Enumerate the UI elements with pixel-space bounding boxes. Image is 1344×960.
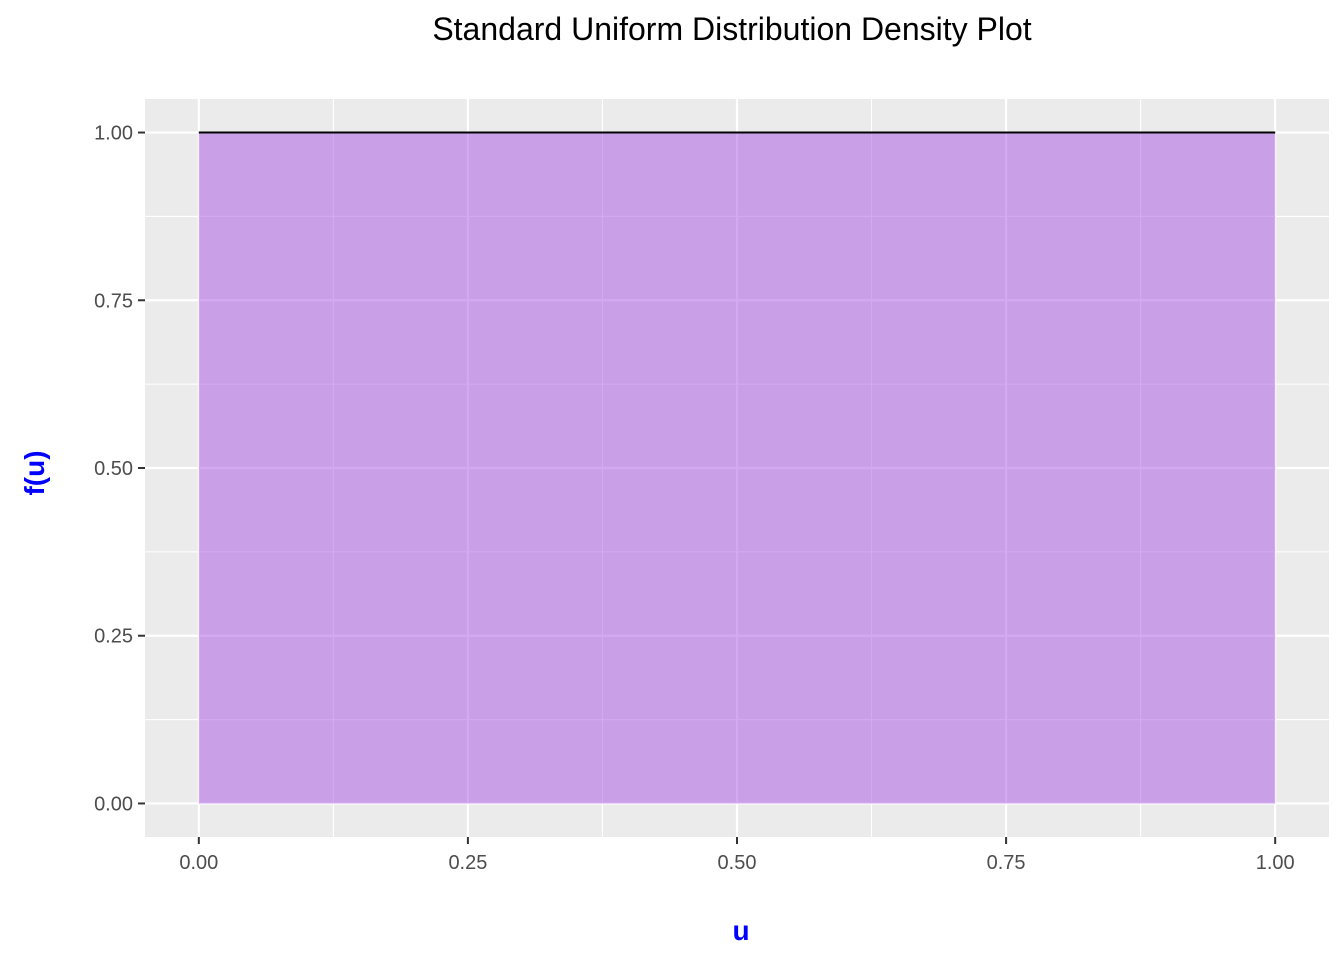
y-tick-label: 0.25 [94, 626, 133, 648]
y-tick-label: 0.50 [94, 458, 133, 480]
x-axis-title: u [732, 915, 749, 946]
x-tick-label: 0.50 [718, 852, 757, 874]
x-tick-label: 0.00 [179, 852, 218, 874]
chart-title: Standard Uniform Distribution Density Pl… [432, 11, 1031, 47]
y-tick-label: 0.75 [94, 290, 133, 312]
density-area-fill [198, 132, 1276, 804]
x-tick-label: 0.75 [987, 852, 1026, 874]
y-tick-label: 0.00 [94, 793, 133, 815]
y-axis-title: f(u) [19, 450, 50, 495]
y-tick-label: 1.00 [94, 123, 133, 145]
y-axis: 0.00 0.25 0.50 0.75 1.00 [94, 123, 145, 815]
x-tick-label: 0.25 [448, 852, 487, 874]
x-axis: 0.00 0.25 0.50 0.75 1.00 [179, 837, 1295, 874]
density-area [198, 132, 1276, 804]
x-tick-label: 1.00 [1256, 852, 1295, 874]
